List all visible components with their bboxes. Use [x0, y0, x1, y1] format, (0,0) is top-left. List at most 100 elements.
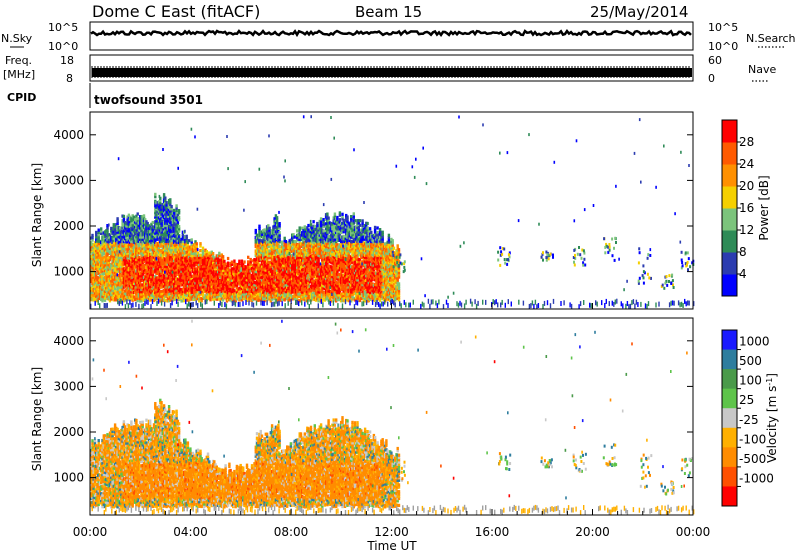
nsky-trace: [90, 29, 692, 38]
data-cell: [121, 230, 124, 234]
data-cell: [195, 262, 198, 266]
data-cell: [309, 225, 313, 229]
data-cell: [188, 255, 191, 259]
data-cell: [260, 298, 264, 302]
data-cell: [144, 238, 147, 242]
data-cell: [213, 274, 216, 278]
data-cell: [172, 279, 176, 283]
data-cell: [155, 292, 158, 296]
data-cell: [95, 278, 98, 282]
data-cell: [221, 255, 225, 259]
data-cell: [122, 228, 126, 232]
data-cell: [141, 237, 144, 241]
data-cell: [201, 253, 205, 257]
data-cell: [172, 220, 176, 224]
data-cell: [206, 258, 210, 262]
data-cell: [250, 267, 254, 271]
data-cell: [136, 299, 139, 303]
data-cell: [118, 258, 122, 262]
data-cell: [314, 278, 318, 282]
data-cell: [155, 276, 158, 280]
data-cell: [255, 276, 259, 281]
data-cell: [211, 261, 215, 265]
data-cell: [110, 283, 113, 287]
nsearch-tick-top: 10^5: [708, 21, 738, 34]
data-cell: [184, 258, 187, 262]
data-cell: [293, 288, 296, 292]
data-cell: [177, 295, 181, 299]
data-cell: [224, 267, 227, 271]
data-cell: [273, 274, 276, 278]
data-cell: [144, 229, 147, 233]
data-cell: [139, 258, 142, 262]
data-cell: [112, 248, 115, 252]
data-cell: [278, 279, 281, 283]
data-cell: [209, 295, 212, 300]
data-cell: [118, 281, 122, 285]
data-cell: [296, 297, 299, 301]
data-cell: [204, 273, 207, 277]
data-cell: [209, 264, 212, 268]
data-cell: [267, 272, 270, 276]
data-cell: [291, 247, 294, 251]
data-cell: [162, 227, 166, 231]
data-cell: [96, 278, 99, 282]
data-cell: [111, 295, 114, 299]
data-cell: [118, 283, 122, 287]
data-cell: [262, 256, 265, 260]
data-cell: [228, 275, 231, 279]
data-cell: [141, 269, 144, 273]
data-cell: [319, 290, 323, 294]
data-cell: [247, 289, 250, 294]
data-cell: [313, 284, 316, 288]
data-cell: [164, 226, 167, 230]
data-cell: [169, 230, 172, 234]
data-cell: [262, 238, 265, 242]
data-cell: [312, 236, 315, 240]
data-cell: [160, 280, 163, 285]
data-cell: [169, 291, 172, 295]
data-cell: [118, 269, 122, 273]
data-cell: [161, 275, 164, 280]
data-cell: [161, 212, 164, 216]
data-cell: [226, 266, 230, 270]
data-cell: [122, 271, 126, 275]
data-cell: [216, 295, 220, 299]
data-cell: [152, 244, 156, 248]
data-cell: [316, 258, 319, 262]
data-cell: [106, 267, 109, 271]
data-cell: [253, 260, 256, 264]
data-cell: [186, 297, 190, 301]
data-cell: [120, 274, 123, 278]
data-cell: [316, 226, 319, 230]
data-cell: [90, 298, 93, 302]
data-cell: [166, 249, 169, 253]
data-cell: [151, 273, 154, 277]
data-cell: [170, 268, 173, 272]
data-cell: [247, 294, 250, 298]
data-cell: [175, 238, 178, 242]
data-cell: [242, 265, 245, 269]
data-cell: [318, 219, 321, 224]
data-cell: [218, 254, 221, 258]
data-cell: [132, 245, 136, 249]
data-cell: [103, 269, 107, 273]
data-cell: [95, 249, 98, 253]
data-cell: [144, 293, 147, 297]
data-cell: [314, 296, 318, 300]
data-cell: [145, 229, 148, 233]
data-cell: [195, 287, 198, 291]
data-cell: [164, 233, 167, 237]
data-cell: [296, 258, 299, 263]
data-cell: [278, 231, 281, 235]
data-cell: [155, 210, 158, 214]
data-cell: [229, 287, 232, 291]
data-cell: [298, 228, 301, 232]
data-cell: [219, 273, 222, 277]
data-cell: [265, 259, 269, 263]
data-cell: [169, 248, 172, 252]
data-cell: [125, 274, 128, 278]
data-cell: [317, 224, 320, 228]
data-cell: [149, 287, 152, 291]
data-cell: [110, 288, 113, 292]
